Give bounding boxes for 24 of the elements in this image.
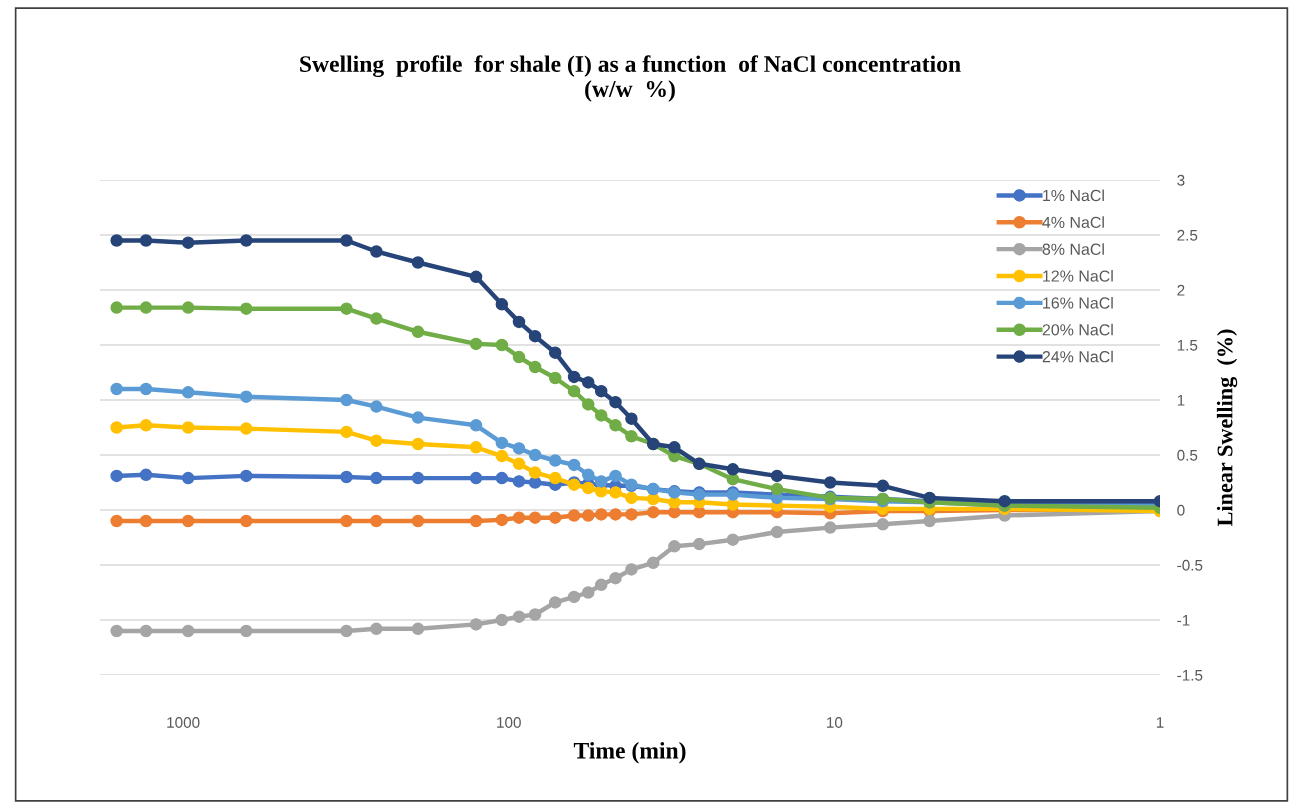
- x-tick-label: 1: [1156, 717, 1164, 728]
- y-axis-title: Linear Swelling (%): [1216, 329, 1238, 526]
- legend-label: 8% NaCl: [1042, 243, 1104, 255]
- chart-title: Swelling profile for shale (I) as a function of NaCl concentration (w/w %): [300, 55, 961, 102]
- y-tick-label: 2.5: [1177, 229, 1198, 241]
- y-tick-label: 1.5: [1177, 340, 1198, 351]
- legend-label: 20% NaCl: [1042, 323, 1113, 336]
- y-tick-label: -0.5: [1177, 559, 1203, 571]
- legend-label: 16% NaCl: [1043, 296, 1113, 309]
- y-tick-label: 0.5: [1177, 449, 1198, 461]
- y-tick-label: -1.5: [1177, 670, 1203, 681]
- x-tick-label: 1000: [167, 717, 200, 728]
- legend-label: 1% NaCl: [1043, 189, 1104, 202]
- legend-label: 12% NaCl: [1043, 270, 1113, 282]
- legend-label: 4% NaCl: [1042, 216, 1104, 229]
- x-tick-label: 100: [497, 717, 521, 728]
- y-tick-label: 3: [1177, 174, 1185, 186]
- y-tick-label: 0: [1177, 504, 1185, 516]
- x-axis-title: Time (min): [573, 742, 686, 764]
- y-tick-label: 1: [1177, 395, 1185, 406]
- legend-label: 24% NaCl: [1042, 350, 1113, 363]
- y-tick-label: -1: [1177, 615, 1190, 626]
- x-tick-label: 10: [827, 717, 843, 728]
- y-tick-label: 2: [1177, 284, 1185, 296]
